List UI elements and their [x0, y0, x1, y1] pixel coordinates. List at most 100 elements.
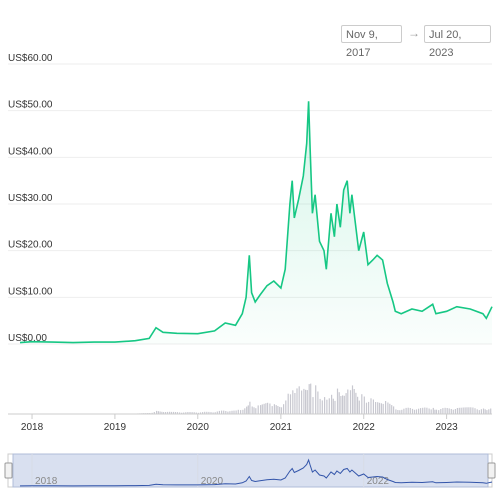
volume-bar — [331, 394, 333, 414]
volume-bar — [251, 406, 253, 414]
volume-bar — [292, 390, 294, 414]
volume-bar — [227, 411, 229, 414]
date-range-end-field[interactable]: Jul 20, 2023 — [424, 25, 491, 59]
volume-bar — [368, 401, 370, 414]
volume-bar — [277, 406, 279, 414]
volume-bar — [179, 412, 181, 414]
volume-bar — [365, 402, 368, 414]
navigator-series-line — [19, 458, 493, 487]
volume-bar — [468, 407, 470, 414]
volume-bar — [183, 412, 185, 414]
volume-bar — [233, 410, 235, 414]
date-range-start-field[interactable]: Nov 9, 2017 — [341, 25, 402, 59]
volume-bar — [440, 409, 442, 414]
volume-bar — [480, 409, 482, 414]
volume-bar — [271, 406, 273, 414]
volume-bar — [225, 411, 227, 414]
volume-bar — [206, 411, 208, 414]
volume-bar — [204, 411, 206, 414]
volume-bar — [285, 400, 287, 414]
volume-bar — [216, 411, 218, 414]
volume-bar — [411, 408, 414, 414]
volume-bar — [349, 390, 352, 414]
y-tick-label: US$40.00 — [8, 146, 53, 157]
volume-bar — [199, 412, 202, 414]
volume-bar — [214, 412, 216, 414]
volume-bar — [389, 403, 391, 414]
volume-bar — [237, 409, 239, 414]
volume-bar — [242, 409, 244, 414]
volume-bar — [223, 410, 225, 414]
volume-bar — [221, 410, 223, 414]
y-tick-label: US$20.00 — [8, 240, 53, 251]
volume-bar — [385, 401, 387, 414]
volume-bar — [159, 411, 161, 414]
volume-bar — [470, 407, 472, 414]
volume-bar — [261, 404, 263, 414]
volume-bar — [312, 397, 314, 414]
volume-bar — [257, 405, 259, 414]
volume-bar — [407, 407, 409, 414]
volume-bar — [202, 412, 204, 414]
volume-bar — [269, 403, 271, 414]
navigator-left-handle[interactable] — [4, 462, 13, 479]
x-tick-label: 2019 — [104, 422, 127, 433]
x-tick-label: 2018 — [21, 422, 44, 433]
volume-bar — [289, 394, 292, 414]
volume-bar — [395, 409, 397, 414]
volume-bar — [280, 407, 283, 414]
volume-bar — [187, 412, 189, 414]
volume-bar — [474, 408, 476, 414]
volume-bar — [399, 410, 401, 414]
volume-bar — [303, 388, 305, 414]
volume-bar — [332, 398, 334, 414]
volume-bar — [338, 392, 340, 414]
y-axis-labels: US$0.00 US$10.00 US$20.00 US$30.00 US$40.00 U… — [8, 53, 53, 344]
volume-bar — [193, 412, 195, 414]
volume-bar — [372, 399, 374, 414]
volume-bar — [488, 409, 490, 414]
volume-bar — [476, 409, 478, 414]
volume-bar — [430, 409, 432, 414]
volume-bar — [343, 395, 345, 414]
volume-bar — [174, 412, 177, 414]
navigator-tick-label: 2020 — [201, 476, 224, 487]
y-tick-label: US$50.00 — [8, 100, 53, 111]
volume-bar — [345, 393, 347, 414]
navigator-right-handle[interactable] — [487, 462, 496, 479]
volume-bar — [363, 396, 365, 414]
volume-bar — [340, 396, 342, 414]
volume-bar — [462, 407, 464, 414]
volume-bar — [391, 405, 393, 414]
volume-bar — [434, 409, 436, 414]
volume-bar — [334, 400, 336, 414]
volume-bar — [244, 408, 246, 414]
volume-bar — [283, 404, 285, 414]
volume-bar — [263, 403, 265, 414]
volume-bar — [169, 411, 171, 414]
volume-bar — [377, 402, 379, 414]
volume-bar — [464, 407, 466, 414]
volume-bar — [393, 406, 395, 414]
volume-bar — [315, 385, 317, 414]
volume-bar — [375, 402, 377, 414]
volume-bar — [426, 407, 428, 414]
navigator-tick-label: 2018 — [35, 476, 58, 487]
volume-bar — [287, 393, 289, 414]
navigator-selection[interactable] — [12, 453, 489, 488]
navigator-tick-label: 2022 — [367, 476, 390, 487]
volume-bar — [482, 408, 485, 414]
volume-bar — [301, 390, 303, 414]
volume-bar — [189, 412, 191, 414]
volume-bar — [161, 411, 163, 414]
volume-bar — [231, 410, 233, 414]
volume-bar — [167, 411, 169, 414]
volume-bar — [294, 393, 296, 414]
volume-bar — [478, 410, 480, 414]
volume-bar — [253, 407, 255, 414]
navigator-background — [7, 453, 493, 488]
volume-bar — [387, 402, 389, 414]
volume-bar — [472, 407, 474, 414]
volume-bar — [275, 405, 277, 414]
